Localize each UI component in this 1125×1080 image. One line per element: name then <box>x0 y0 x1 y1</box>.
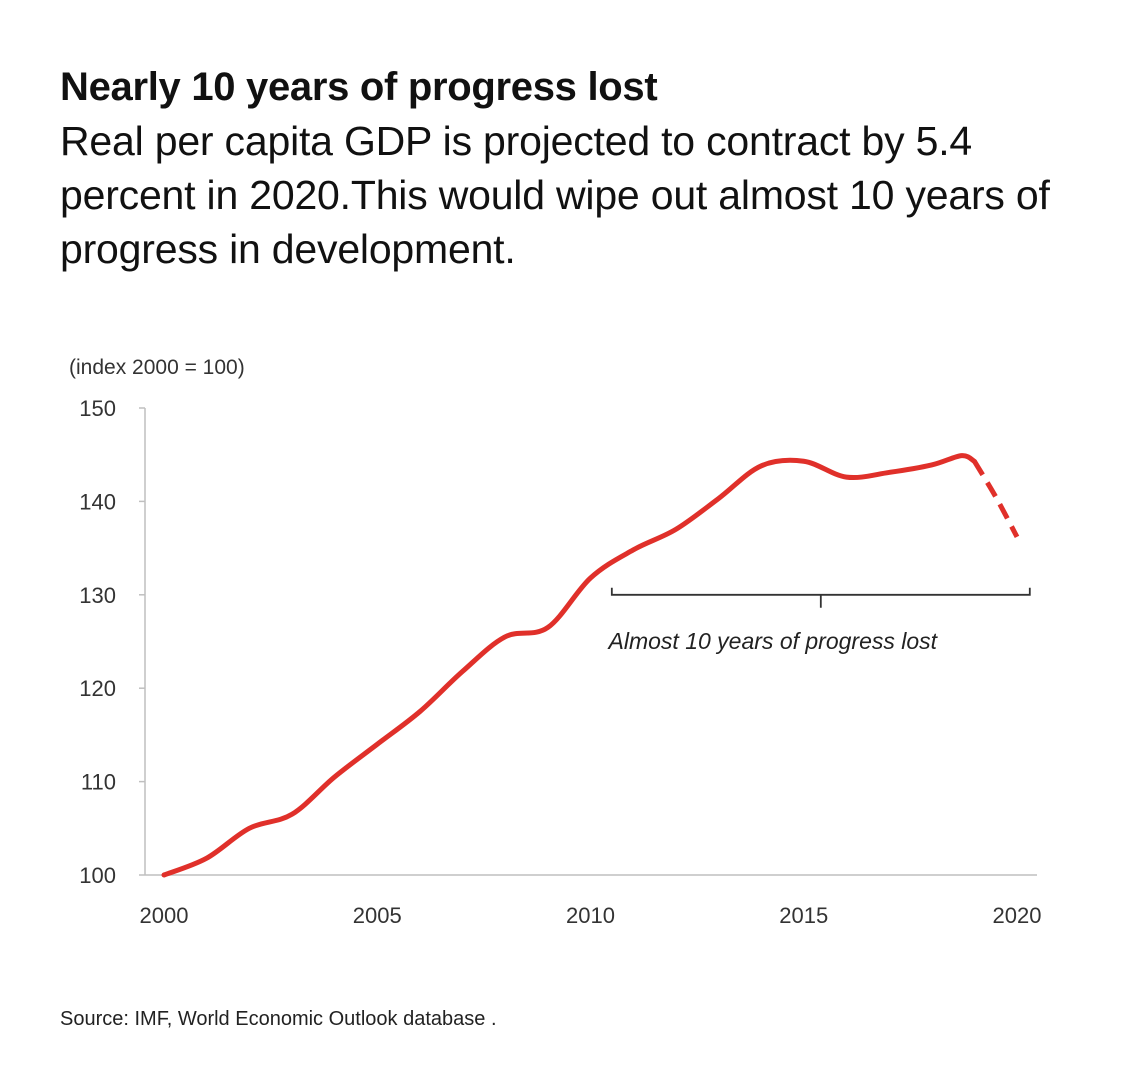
y-tick-label: 140 <box>79 489 116 514</box>
annotation-label: Almost 10 years of progress lost <box>607 628 939 654</box>
x-tick-label: 2010 <box>566 903 615 928</box>
x-tick-label: 2020 <box>993 903 1042 928</box>
chart-ticks: 100 110 120 130 140 150 2000 2005 2010 2015 2020 <box>79 396 1041 928</box>
x-tick-label: 2000 <box>140 903 189 928</box>
y-unit-label: (index 2000 = 100) <box>69 356 245 379</box>
y-tick-label: 150 <box>79 396 116 421</box>
chart-title: Nearly 10 years of progress lost <box>60 65 658 109</box>
x-tick-label: 2005 <box>353 903 402 928</box>
gdp-index-line <box>161 453 977 878</box>
y-tick-label: 100 <box>79 863 116 888</box>
source-note: Source: IMF, World Economic Outlook data… <box>60 1008 497 1030</box>
chart-subtitle: Real per capita GDP is projected to cont… <box>60 118 1050 272</box>
y-tick-label: 110 <box>81 770 116 795</box>
line-chart: (index 2000 = 100) 100 110 120 130 140 150 200… <box>69 356 1041 928</box>
chart-series <box>161 453 1020 878</box>
x-tick-label: 2015 <box>779 903 828 928</box>
y-tick-label: 120 <box>79 676 116 701</box>
annotation-bracket <box>610 587 1031 608</box>
projection-line <box>972 459 1020 539</box>
chart-annotations: Almost 10 years of progress lost <box>607 587 1031 654</box>
y-tick-label: 130 <box>79 583 116 608</box>
chart-axes <box>144 408 1037 876</box>
